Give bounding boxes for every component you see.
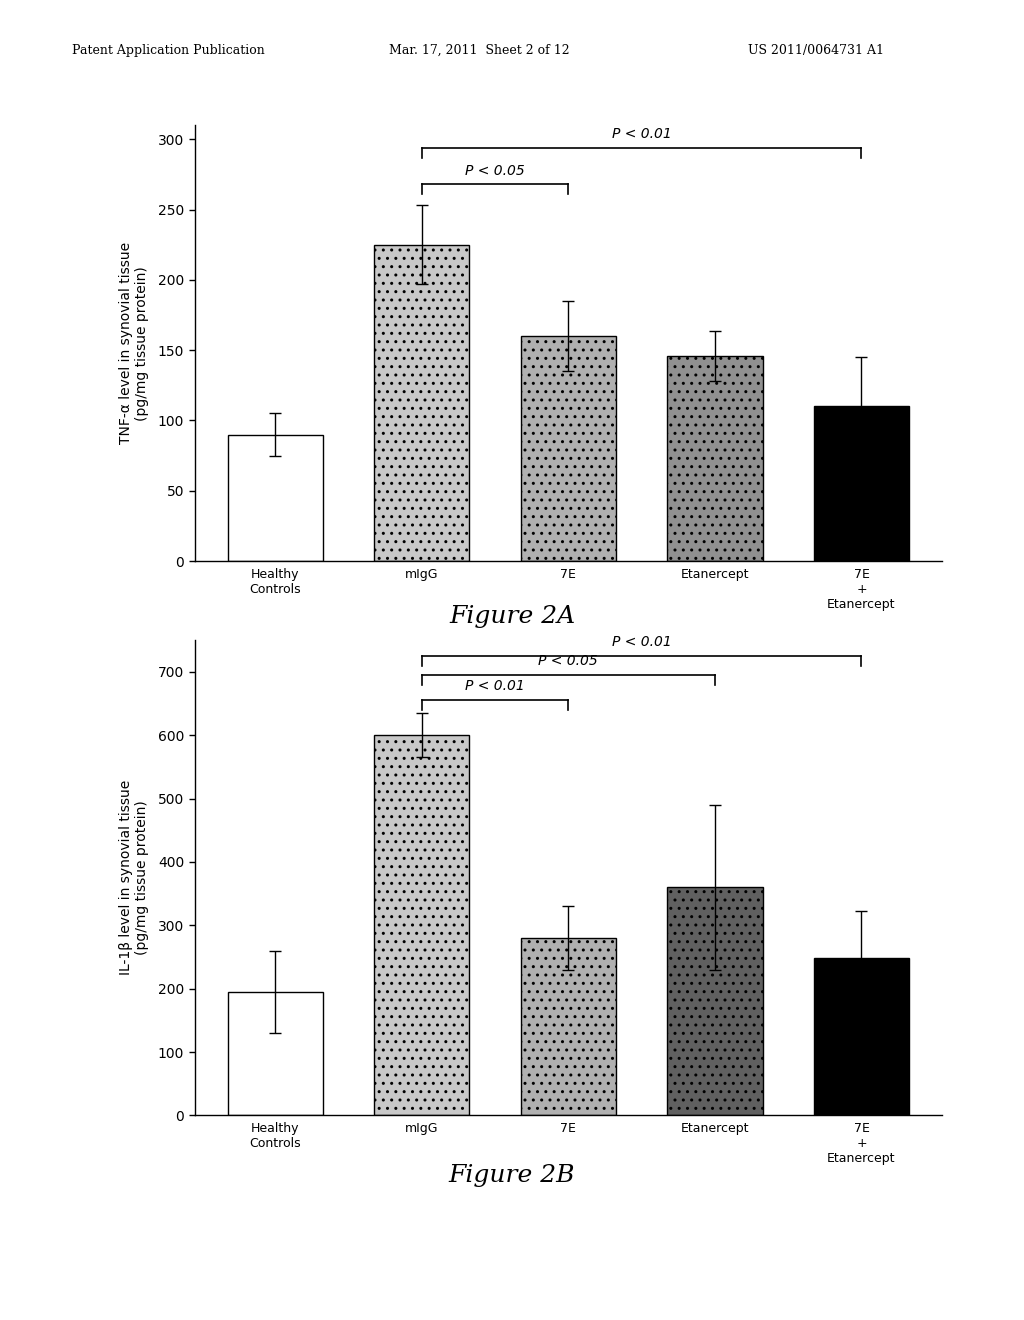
Text: Patent Application Publication: Patent Application Publication [72, 44, 264, 57]
Text: P < 0.05: P < 0.05 [539, 653, 598, 668]
Text: US 2011/0064731 A1: US 2011/0064731 A1 [748, 44, 884, 57]
Bar [520, 337, 616, 561]
Bar [814, 958, 909, 1115]
Bar [374, 735, 469, 1115]
Text: P < 0.05: P < 0.05 [465, 164, 525, 178]
Text: Figure 2B: Figure 2B [449, 1164, 575, 1187]
Text: Mar. 17, 2011  Sheet 2 of 12: Mar. 17, 2011 Sheet 2 of 12 [389, 44, 569, 57]
Y-axis label: IL-1β level in synovial tissue
(pg/mg tissue protein): IL-1β level in synovial tissue (pg/mg ti… [119, 780, 150, 975]
Bar [227, 991, 323, 1115]
Text: P < 0.01: P < 0.01 [611, 635, 672, 649]
Bar [814, 407, 909, 561]
Text: P < 0.01: P < 0.01 [611, 127, 672, 141]
Bar [668, 887, 763, 1115]
Bar [668, 356, 763, 561]
Bar [374, 244, 469, 561]
Text: Figure 2A: Figure 2A [449, 605, 575, 627]
Y-axis label: TNF-α level in synovial tissue
(pg/mg tissue protein): TNF-α level in synovial tissue (pg/mg ti… [119, 242, 150, 445]
Bar [520, 939, 616, 1115]
Bar [227, 434, 323, 561]
Text: P < 0.01: P < 0.01 [465, 680, 525, 693]
